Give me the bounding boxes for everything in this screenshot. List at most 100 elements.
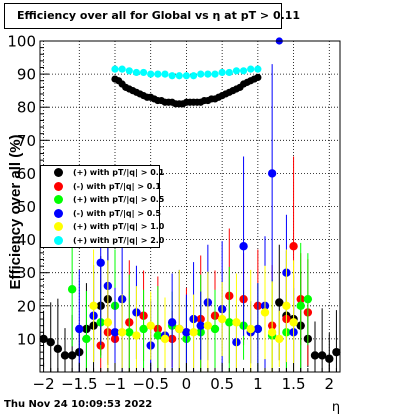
y-tick-label: 30 — [17, 264, 36, 282]
timestamp: Thu Nov 24 10:09:53 2022 — [4, 399, 153, 410]
data-point — [196, 321, 205, 330]
data-point — [267, 169, 277, 178]
series-0 — [39, 73, 341, 372]
data-point — [210, 324, 220, 334]
x-tick-label: −1 — [104, 375, 126, 393]
data-point — [217, 314, 227, 324]
data-point — [204, 70, 212, 78]
series-5 — [111, 65, 262, 80]
data-point — [232, 318, 241, 327]
data-point — [139, 324, 148, 334]
y-tick-label: 20 — [17, 297, 36, 315]
data-point — [161, 70, 169, 78]
data-point — [139, 68, 148, 77]
y-tick-label: 90 — [17, 66, 36, 84]
x-tick-label: −0.5 — [132, 375, 168, 393]
data-point — [53, 344, 63, 354]
legend-marker — [54, 181, 63, 191]
data-point — [182, 72, 191, 80]
data-point — [189, 328, 198, 337]
data-point — [60, 351, 70, 360]
data-point — [289, 242, 298, 251]
x-axis-label: η — [332, 400, 340, 414]
x-tick-label: 1.5 — [282, 375, 306, 393]
legend-item: (+) with pT/|q| > 0.5 — [41, 193, 164, 207]
data-point — [247, 65, 255, 73]
data-point — [82, 334, 91, 344]
legend-marker — [54, 168, 63, 178]
data-point — [189, 72, 198, 80]
data-point — [225, 68, 233, 77]
data-point — [96, 258, 105, 267]
data-point — [182, 328, 191, 337]
data-point — [325, 354, 334, 363]
legend-label: (+) with pT/|q| > 0.1 — [73, 168, 165, 178]
data-point — [225, 318, 234, 327]
data-point — [175, 324, 184, 334]
y-axis-label: Efficiency over all (%) — [7, 134, 24, 289]
data-point — [153, 331, 163, 340]
data-point — [67, 351, 77, 360]
legend-item: (+) with pT/|q| > 1.0 — [41, 220, 164, 234]
data-point — [160, 334, 170, 344]
data-point — [103, 318, 113, 327]
y-tick-label: 50 — [17, 198, 36, 216]
data-point — [132, 331, 141, 340]
data-point — [117, 328, 127, 337]
data-point — [203, 321, 213, 330]
legend-item: (+) with pT/|q| > 0.1 — [41, 166, 164, 180]
legend: (+) with pT/|q| > 0.1 (-) with pT/|q| > 0… — [40, 165, 164, 248]
data-point — [260, 308, 270, 317]
data-point — [232, 67, 241, 75]
legend-label: (+) with pT/|q| > 0.5 — [73, 195, 165, 205]
data-point — [218, 68, 226, 77]
data-point — [296, 301, 305, 310]
x-tick-label: 0 — [182, 375, 192, 393]
legend-marker — [54, 195, 63, 205]
data-point — [118, 65, 126, 73]
data-points — [39, 37, 341, 372]
data-point — [146, 321, 155, 330]
data-point — [197, 70, 205, 78]
legend-label: (+) with pT/|q| > 2.0 — [73, 235, 165, 245]
data-point — [267, 328, 277, 337]
legend-marker — [54, 222, 63, 232]
legend-marker — [54, 208, 63, 218]
y-tick-label: 40 — [17, 231, 36, 249]
data-point — [254, 73, 262, 82]
data-point — [275, 298, 284, 307]
data-point — [75, 324, 84, 334]
data-point — [239, 67, 248, 75]
data-point — [282, 301, 291, 310]
data-point — [110, 328, 120, 337]
data-point — [125, 328, 134, 337]
data-point — [168, 72, 176, 80]
data-point — [246, 324, 255, 334]
data-point — [167, 318, 177, 327]
chart-title: Efficiency over all for Global vs η at p… — [4, 3, 300, 29]
data-point — [132, 68, 141, 77]
y-tick-label: 70 — [17, 132, 36, 150]
data-point — [310, 351, 320, 360]
legend-label: (+) with pT/|q| > 1.0 — [73, 222, 165, 232]
series-4 — [89, 249, 298, 372]
data-point — [67, 285, 77, 294]
y-tick-label: 100 — [7, 33, 36, 51]
data-point — [253, 324, 263, 334]
legend-label: (-) with pT/|q| > 0.1 — [73, 181, 161, 191]
x-tick-label: 0.5 — [210, 375, 234, 393]
x-tick-label: 1 — [253, 375, 263, 393]
data-point — [275, 334, 284, 344]
y-tick-label: 80 — [17, 99, 36, 117]
data-point — [239, 242, 248, 251]
data-point — [125, 67, 133, 75]
legend-item: (-) with pT/|q| > 0.1 — [41, 180, 161, 194]
data-point — [332, 347, 341, 357]
data-point — [289, 318, 298, 327]
data-point — [254, 65, 262, 73]
data-point — [111, 65, 119, 73]
legend-marker — [54, 235, 63, 245]
legend-item: (+) with pT/|q| > 2.0 — [41, 234, 164, 248]
x-tick-label: −1.5 — [61, 375, 97, 393]
